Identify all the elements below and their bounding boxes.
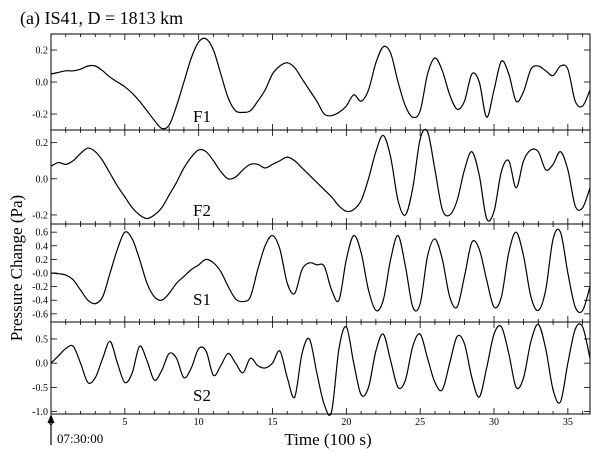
y-tick-label: 0.2 xyxy=(36,138,49,149)
x-tick-label: 25 xyxy=(415,417,425,428)
panel-frame xyxy=(50,129,591,225)
y-tick-label: -0.4 xyxy=(32,296,48,307)
chart-title: (a) IS41, D = 1813 km xyxy=(20,8,183,29)
series-line-s1 xyxy=(50,228,591,314)
y-tick-label: 0.0 xyxy=(36,78,49,89)
x-tick-label: 10 xyxy=(194,417,204,428)
panel-f1: 0.2 0.0 -0.2 F1 xyxy=(32,33,591,131)
y-tick-label: -0.2 xyxy=(32,110,48,121)
x-tick-label: 0 xyxy=(49,417,54,428)
panel-s2: 0.5 0.0 -0.5 -1.0 S2 xyxy=(32,321,591,418)
y-tick-label: 0.4 xyxy=(36,241,49,252)
y-tick-label: 0.0 xyxy=(36,174,49,185)
panel-label: F2 xyxy=(193,201,211,220)
y-axis-title: Pressure Change (Pa) xyxy=(7,195,26,341)
series-line-f2 xyxy=(50,128,591,222)
panel-f2: 0.2 0.0 -0.2 F2 xyxy=(32,128,591,225)
panel-frame xyxy=(50,33,591,131)
start-time-arrow xyxy=(47,414,55,445)
y-tick-label: -0.6 xyxy=(32,309,48,320)
panel-label: S1 xyxy=(193,290,211,309)
panel-frame xyxy=(50,321,591,415)
y-tick-label: -1.0 xyxy=(32,407,48,418)
y-tick-label: 0.2 xyxy=(36,46,49,57)
panel-label: F1 xyxy=(193,107,211,126)
y-tick-label: 0.5 xyxy=(36,334,49,345)
start-time-label: 07:30:00 xyxy=(57,431,103,446)
panel-s1: 0.6 0.4 0.2 -0.0 -0.2 -0.4 -0.6 S1 xyxy=(32,223,591,323)
panel-label: S2 xyxy=(193,386,211,405)
y-tick-label: -0.0 xyxy=(32,269,48,280)
series-line-s2 xyxy=(50,323,591,416)
x-tick-label: 35 xyxy=(563,417,573,428)
x-tick-label: 15 xyxy=(268,417,278,428)
series-line-f1 xyxy=(50,37,591,130)
y-tick-label: 0.6 xyxy=(36,228,49,239)
y-tick-label: 0.0 xyxy=(36,359,49,370)
y-tick-label: -0.5 xyxy=(32,383,48,394)
y-tick-label: 0.2 xyxy=(36,255,49,266)
x-tick-label: 5 xyxy=(122,417,127,428)
x-tick-label: 30 xyxy=(489,417,499,428)
y-tick-label: -0.2 xyxy=(32,210,48,221)
y-tick-label: -0.2 xyxy=(32,282,48,293)
x-tick-label: 20 xyxy=(341,417,351,428)
x-axis-title: Time (100 s) xyxy=(284,430,371,449)
